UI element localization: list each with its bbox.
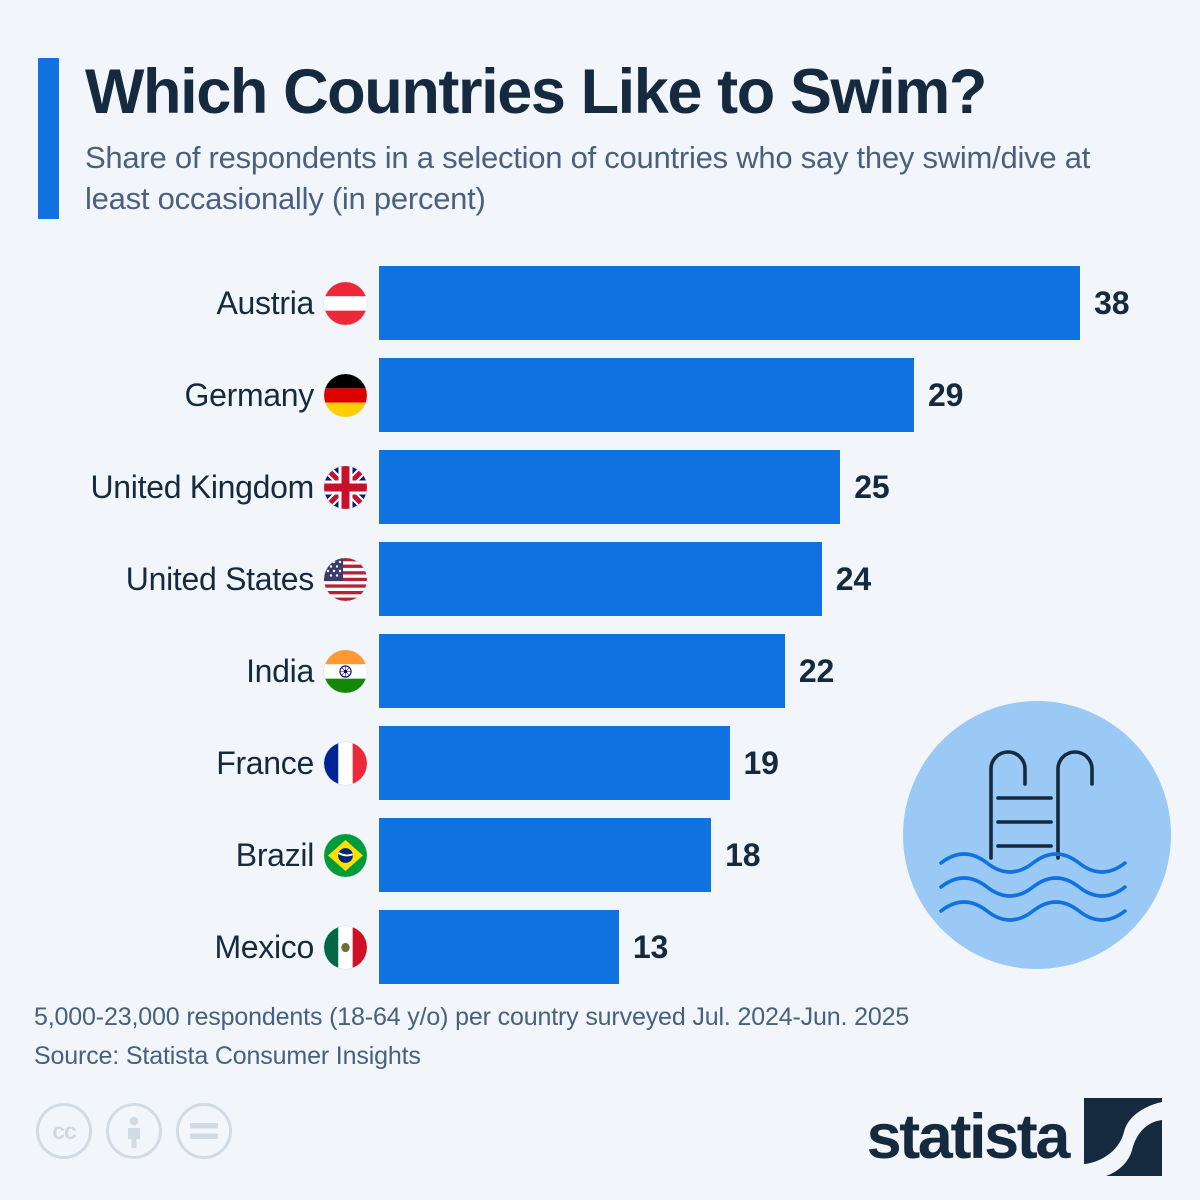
country-label: Germany [184, 376, 315, 413]
header: Which Countries Like to Swim? Share of r… [38, 58, 1153, 219]
bar-row: United Kingdom 25 [0, 450, 1200, 542]
flag-brazil [324, 833, 367, 877]
bar-value-label: 18 [725, 836, 761, 873]
bar[interactable] [379, 910, 619, 984]
bar-container: 13 [379, 910, 668, 984]
statista-wordmark: statista [866, 1101, 1071, 1172]
bar-container: 18 [379, 818, 760, 892]
page-subtitle: Share of respondents in a selection of c… [85, 140, 1091, 216]
bar-container: 38 [379, 266, 1129, 340]
survey-note: 5,000-23,000 respondents (18-64 y/o) per… [34, 1003, 910, 1031]
bar-row: Brazil 18 [0, 818, 1200, 910]
flag-mexico [324, 925, 367, 969]
bar-container: 22 [379, 634, 834, 708]
bar-row-label: Austria [0, 266, 379, 340]
country-label: United States [125, 560, 315, 597]
country-label: Brazil [235, 836, 315, 873]
bar[interactable] [379, 818, 712, 892]
country-label: Austria [216, 284, 315, 321]
bar-value-label: 13 [632, 928, 669, 965]
bar-row: United States 24 [0, 542, 1200, 634]
creative-commons-icons: cc [36, 1103, 232, 1159]
bar-container: 29 [379, 358, 963, 432]
no-derivatives-icon[interactable] [176, 1103, 232, 1159]
swimming-pool-illustration [903, 701, 1171, 969]
bar-row-label: Germany [0, 358, 379, 432]
bar[interactable] [379, 634, 785, 708]
footnotes: 5,000-23,000 respondents (18-64 y/o) per… [34, 998, 909, 1076]
bar-row-label: United States [0, 542, 379, 616]
bar-value-label: 19 [743, 744, 779, 781]
bar-container: 24 [379, 542, 871, 616]
bar-row-label: France [0, 726, 379, 800]
bar-value-label: 22 [798, 652, 835, 689]
bar-value-label: 24 [835, 560, 871, 597]
bar-container: 19 [379, 726, 779, 800]
bar-value-label: 25 [854, 468, 890, 505]
statista-logo-mark [1084, 1098, 1162, 1176]
country-label: Mexico [214, 928, 314, 965]
flag-united-kingdom [324, 465, 367, 509]
bar-value-label: 29 [928, 376, 964, 413]
flag-germany [324, 373, 367, 417]
country-label: India [246, 652, 314, 689]
bar-container: 25 [379, 450, 890, 524]
bar[interactable] [379, 358, 915, 432]
attribution-icon[interactable] [106, 1103, 162, 1159]
bar[interactable] [379, 450, 841, 524]
cc-icon-label: cc [52, 1117, 77, 1144]
bar-row: Germany 29 [0, 358, 1200, 450]
source-note: Source: Statista Consumer Insights [34, 1041, 421, 1070]
country-label: France [216, 744, 314, 781]
bar-row: France 19 [0, 726, 1200, 818]
bar-row-label: Mexico [0, 910, 379, 984]
page-title: Which Countries Like to Swim? [85, 57, 987, 127]
header-text: Which Countries Like to Swim? Share of r… [85, 58, 1125, 219]
accent-rule [38, 58, 59, 219]
bar-row-label: United Kingdom [0, 450, 379, 524]
bar-value-label: 38 [1094, 284, 1130, 321]
bar[interactable] [379, 542, 822, 616]
bar-row: India 22 [0, 634, 1200, 726]
cc-icon[interactable]: cc [36, 1103, 92, 1159]
bar-row-label: India [0, 634, 379, 708]
flag-france [324, 741, 367, 785]
bar[interactable] [379, 726, 730, 800]
bar-row: Austria 38 [0, 266, 1200, 358]
pool-ladder-icon [989, 750, 1094, 860]
pool-waves-icon [939, 852, 1127, 922]
bar-row-label: Brazil [0, 818, 379, 892]
statista-logo[interactable]: statista [867, 1098, 1162, 1176]
flag-united-states [324, 557, 367, 601]
bar-row: Mexico 13 [0, 910, 1200, 1002]
bar[interactable] [379, 266, 1081, 340]
bar-chart: Austria 38 Germany 29 United Kingdom 25 United… [0, 266, 1200, 1002]
flag-india [324, 649, 367, 693]
flag-austria [324, 281, 367, 325]
country-label: United Kingdom [90, 468, 315, 505]
